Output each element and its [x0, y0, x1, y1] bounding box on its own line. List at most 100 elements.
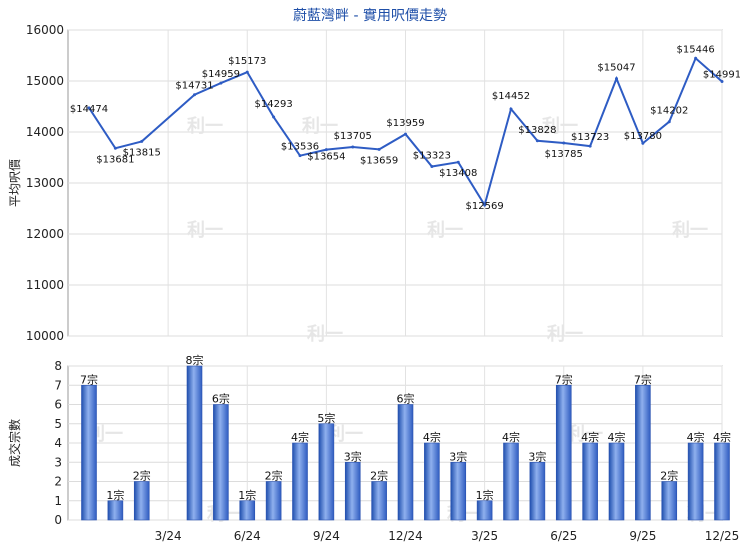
volume-data-label: 4宗 — [291, 430, 309, 444]
volume-data-label: 2宗 — [370, 469, 388, 483]
volume-data-label: 4宗 — [687, 430, 705, 444]
volume-bar — [450, 461, 467, 521]
volume-data-label: 6宗 — [212, 392, 230, 406]
volume-bar — [529, 461, 546, 521]
price-point — [272, 115, 276, 119]
bar-x-tick-label: 6/25 — [550, 529, 577, 543]
line-y-tick-label: 10000 — [26, 329, 64, 343]
price-point — [615, 77, 618, 81]
volume-bar — [608, 442, 625, 521]
price-point — [694, 56, 698, 60]
volume-bar — [582, 442, 598, 521]
bar-y-tick-label: 0 — [54, 513, 62, 527]
price-point — [456, 160, 460, 164]
line-y-tick-label: 16000 — [26, 23, 64, 37]
price-data-label: $14474 — [70, 104, 108, 115]
bar-x-tick-label: 3/24 — [155, 529, 182, 543]
volume-bar — [107, 500, 124, 521]
volume-bar — [714, 442, 730, 521]
volume-bar — [371, 481, 387, 521]
price-data-label: $12569 — [466, 201, 504, 212]
price-data-label: $14202 — [650, 106, 688, 117]
volume-bar — [186, 365, 203, 521]
volume-data-label: 3宗 — [449, 449, 467, 463]
watermark-text: 利一 — [307, 323, 343, 345]
price-point — [720, 79, 724, 83]
price-data-label: $15446 — [677, 44, 715, 55]
volume-data-label: 4宗 — [713, 430, 731, 444]
price-point — [588, 144, 592, 148]
chart-title: 蔚藍灣畔 - 實用呎價走勢 — [293, 7, 447, 24]
watermark-text: 利一 — [672, 219, 708, 241]
bar-x-tick-label: 9/25 — [629, 529, 656, 543]
price-data-label: $14452 — [492, 91, 530, 102]
watermark-text: 利一 — [327, 423, 363, 445]
volume-data-label: 2宗 — [265, 469, 283, 483]
volume-data-label: 1宗 — [106, 488, 124, 502]
price-point — [562, 141, 566, 145]
price-point — [483, 203, 487, 207]
volume-data-label: 4宗 — [608, 430, 626, 444]
volume-bar — [687, 442, 704, 521]
price-point — [641, 141, 645, 145]
watermark-text: 利一 — [427, 219, 463, 241]
bar-y-tick-label: 5 — [54, 417, 62, 431]
volume-bar — [265, 481, 282, 521]
volume-data-label: 4宗 — [581, 430, 599, 444]
price-point — [298, 154, 302, 158]
volume-data-label: 3宗 — [528, 449, 546, 463]
bar-y-axis-title: 成交宗數 — [7, 419, 22, 467]
price-point — [667, 120, 671, 124]
price-data-label: $15047 — [597, 63, 635, 74]
bar-x-tick-label: 6/24 — [234, 529, 261, 543]
volume-data-label: 2宗 — [660, 469, 678, 483]
watermark-text: 利一 — [542, 115, 578, 137]
bar-x-tick-label: 12/24 — [388, 529, 423, 543]
price-data-label: $13659 — [360, 155, 398, 166]
bar-y-tick-label: 1 — [54, 494, 62, 508]
price-point — [377, 147, 381, 151]
volume-bar — [81, 384, 97, 521]
bar-y-tick-label: 2 — [54, 475, 62, 489]
price-data-label: $13785 — [545, 149, 583, 160]
bar-y-tick-label: 3 — [54, 455, 62, 469]
volume-data-label: 4宗 — [423, 430, 441, 444]
price-data-label: $15173 — [228, 56, 266, 67]
volume-bar — [635, 384, 651, 521]
volume-data-label: 1宗 — [238, 488, 256, 502]
volume-bar — [503, 442, 519, 521]
price-point — [245, 70, 249, 74]
volume-bar — [292, 442, 308, 521]
volume-data-label: 2宗 — [133, 469, 151, 483]
volume-data-label: 6宗 — [397, 392, 415, 406]
price-point — [87, 106, 91, 110]
price-data-label: $14991 — [703, 69, 740, 80]
price-data-label: $14731 — [175, 81, 213, 92]
line-y-tick-label: 14000 — [26, 125, 64, 139]
price-data-label: $13959 — [386, 118, 424, 129]
price-data-label: $13705 — [334, 131, 372, 142]
price-point — [140, 139, 144, 143]
volume-bar — [213, 404, 229, 521]
line-y-tick-label: 12000 — [26, 227, 64, 241]
volume-bar — [476, 500, 493, 521]
volume-bar — [424, 442, 440, 521]
volume-data-label: 7宗 — [80, 372, 98, 386]
price-data-label: $14293 — [255, 99, 293, 110]
volume-bar — [318, 423, 335, 521]
bar-y-tick-label: 8 — [54, 359, 62, 373]
volume-bar — [661, 481, 678, 521]
watermark-text: 利一 — [302, 115, 338, 137]
watermark-text: 利一 — [187, 219, 223, 241]
volume-data-label: 8宗 — [186, 353, 204, 367]
line-y-tick-label: 13000 — [26, 176, 64, 190]
price-point — [193, 93, 196, 97]
price-data-label: $13323 — [413, 151, 451, 162]
price-point — [430, 165, 434, 169]
volume-bar — [555, 384, 572, 521]
price-data-label: $13780 — [624, 131, 662, 142]
bar-x-tick-label: 9/24 — [313, 529, 340, 543]
bar-y-tick-label: 7 — [54, 378, 62, 392]
